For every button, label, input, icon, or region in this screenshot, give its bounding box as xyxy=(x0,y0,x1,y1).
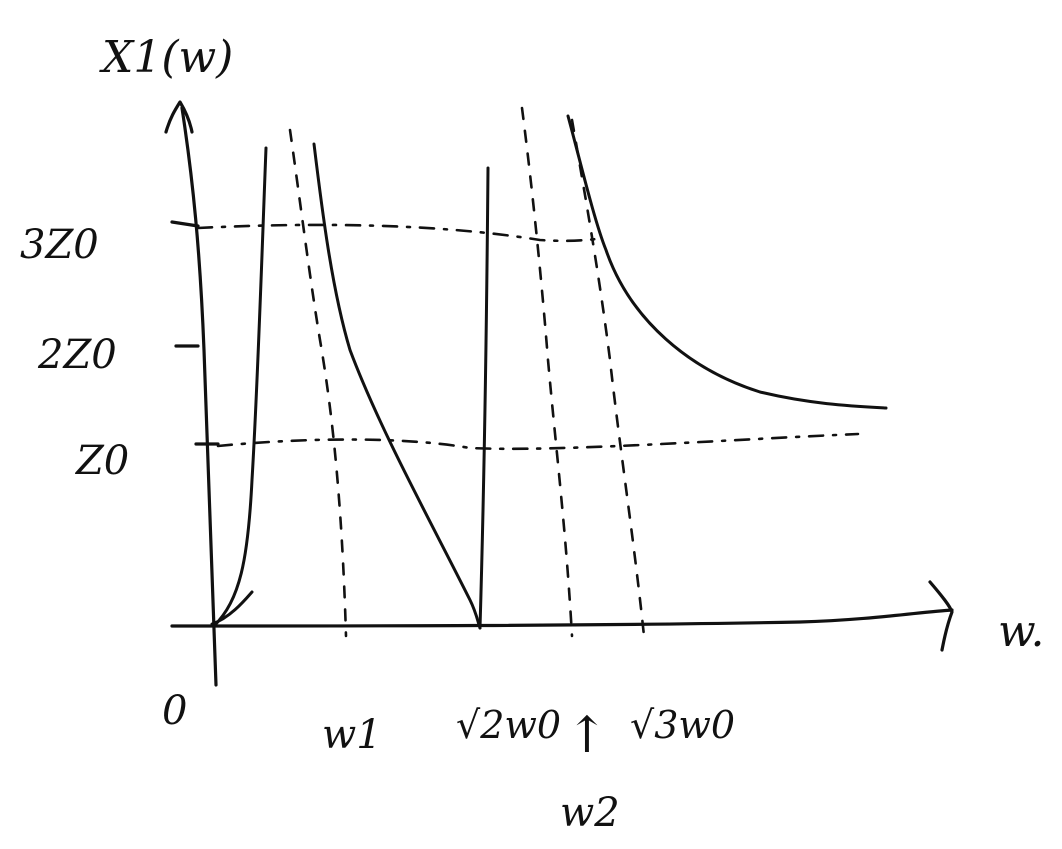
x-axis-title: w. xyxy=(998,606,1044,657)
y-axis xyxy=(180,106,218,687)
curve-branch-3 xyxy=(478,166,490,630)
dashed-curve-w1 xyxy=(288,128,348,638)
label-z0: Z0 xyxy=(74,438,129,484)
curve-branch-4 xyxy=(566,114,888,410)
y-axis-title: X1(w) xyxy=(99,32,233,83)
label-3z0: 3Z0 xyxy=(20,222,99,268)
label-sqrt2-w0: √2w0 xyxy=(456,703,561,747)
dashed-curve-sqrt3 xyxy=(570,118,646,638)
label-sqrt3-w0: √3w0 xyxy=(630,703,735,747)
label-2z0: 2Z0 xyxy=(37,332,117,378)
curve-branch-1 xyxy=(210,146,268,628)
label-w2: w2 xyxy=(560,790,620,836)
x-axis-arrowhead xyxy=(928,580,954,652)
dashed-curve-w2 xyxy=(520,106,574,638)
w2-arrow: ↑ xyxy=(566,706,608,764)
y-axis-arrowhead xyxy=(164,100,194,134)
guide-3z0 xyxy=(196,223,606,243)
curve-branch-2 xyxy=(312,142,482,630)
guide-z0 xyxy=(216,432,860,451)
tick-3z0 xyxy=(170,220,200,228)
origin-label: 0 xyxy=(162,688,187,734)
x-axis xyxy=(170,608,954,628)
label-w1: w1 xyxy=(322,712,382,758)
